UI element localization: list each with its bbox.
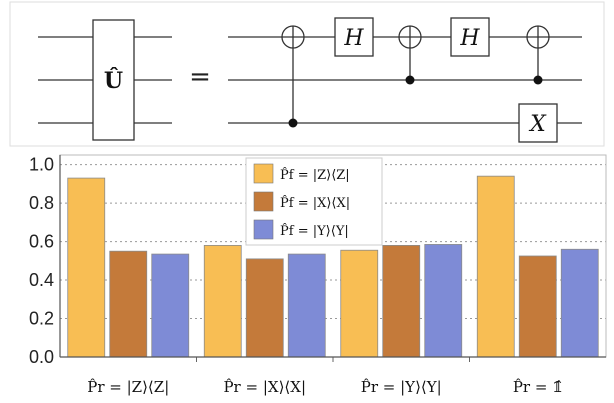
- legend-label-z: P̂f = |Z⟩⟨Z|: [280, 167, 350, 183]
- bar-x: [382, 245, 421, 358]
- cnot1-control: [288, 118, 298, 128]
- bar-y: [424, 244, 463, 358]
- cnot2-control: [405, 75, 415, 85]
- bars: [67, 175, 599, 362]
- legend-label-y: P̂f = |Y⟩⟨Y|: [280, 223, 349, 239]
- x-gate: [518, 103, 558, 143]
- grid-lines: [60, 164, 606, 320]
- legend-swatch-x: [253, 191, 274, 212]
- bar-y: [287, 253, 326, 358]
- hadamard-label-1: H: [343, 26, 364, 51]
- y-tick-labels: 0.0 0.2 0.4 0.6 0.8 1.0: [29, 155, 54, 367]
- y-tick-label: 0.8: [29, 193, 54, 213]
- legend-swatch-z: [253, 163, 274, 184]
- unitary-box: [92, 19, 135, 141]
- unitary-label: Û: [104, 67, 123, 94]
- category-label: P̂r = |X⟩⟨X|: [223, 378, 306, 396]
- bar-z: [340, 249, 379, 358]
- hadamard-gate-2: [450, 17, 490, 57]
- y-tick-label: 0.0: [29, 347, 54, 367]
- bar-x: [109, 250, 148, 358]
- x-gate-label: X: [528, 112, 547, 137]
- bar-z: [67, 177, 106, 358]
- category-label: P̂r = 𝟙̂: [513, 378, 563, 396]
- category-labels: P̂r = |Z⟩⟨Z| P̂r = |X⟩⟨X| P̂r = |Y⟩⟨Y| P̂r …: [87, 378, 562, 396]
- category-label: P̂r = |Y⟩⟨Y|: [361, 378, 442, 396]
- y-tick-label: 1.0: [29, 155, 54, 175]
- hadamard-gate-1: [334, 17, 374, 57]
- circuit-diagram: Û = H H X: [9, 1, 605, 147]
- bar-z: [203, 245, 242, 358]
- bar-y: [151, 253, 190, 358]
- y-tick-label: 0.2: [29, 309, 54, 329]
- equals-sign: =: [189, 62, 211, 92]
- bar-y: [560, 248, 599, 358]
- bar-z: [476, 175, 515, 358]
- legend-swatch-y: [253, 219, 274, 240]
- y-tick-label: 0.6: [29, 232, 54, 252]
- cnot3-control: [533, 75, 543, 85]
- y-tick-label: 0.4: [29, 270, 54, 290]
- bar-x: [245, 258, 284, 358]
- circuit-frame: [9, 1, 605, 147]
- axes: [59, 154, 607, 358]
- hadamard-label-2: H: [459, 26, 480, 51]
- legend: P̂f = |Z⟩⟨Z| P̂f = |X⟩⟨X| P̂f = |Y⟩⟨Y|: [245, 157, 383, 246]
- bar-x: [518, 255, 557, 358]
- bar-chart: 0.0 0.2 0.4 0.6 0.8 1.0 P̂r = |Z⟩⟨Z| P̂r = |X⟩…: [29, 154, 607, 396]
- category-label: P̂r = |Z⟩⟨Z|: [87, 378, 169, 396]
- legend-label-x: P̂f = |X⟩⟨X|: [280, 195, 350, 211]
